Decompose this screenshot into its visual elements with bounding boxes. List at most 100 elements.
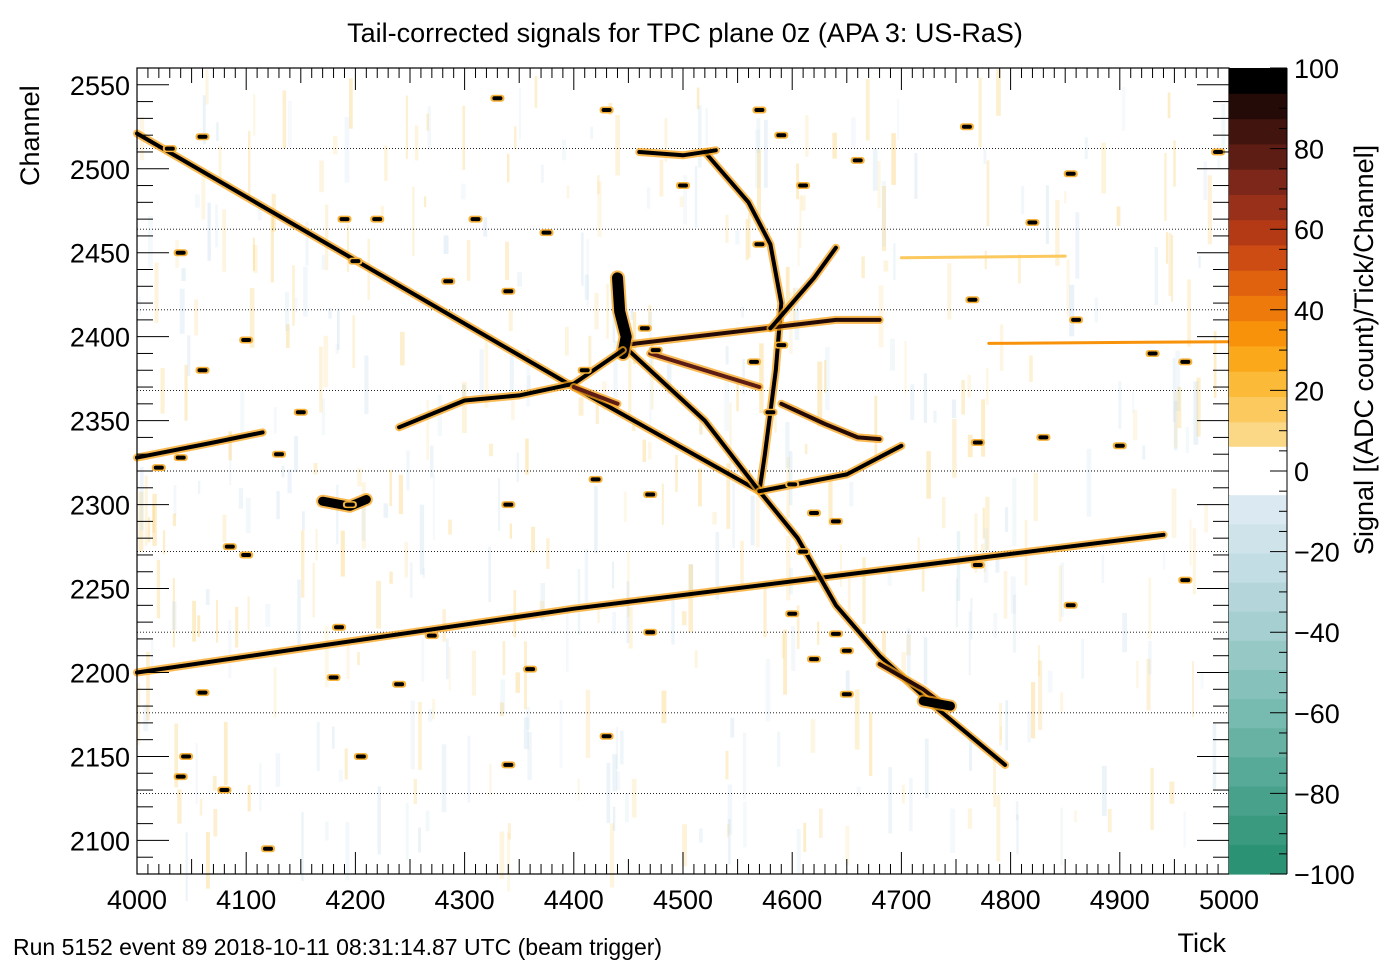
noise-streak <box>615 727 619 770</box>
noise-streak <box>825 347 830 411</box>
y-tick-label: 2100 <box>70 826 130 856</box>
noise-streak <box>799 195 802 249</box>
noise-streak <box>1185 426 1189 454</box>
signal-blob <box>344 502 355 507</box>
color-bar-tick-label: 80 <box>1294 135 1324 165</box>
signal-blob <box>601 734 612 739</box>
noise-streak <box>1058 565 1062 622</box>
noise-streak <box>1074 810 1077 823</box>
noise-streak <box>197 615 201 637</box>
noise-streak <box>202 95 206 145</box>
noise-streak <box>499 831 505 879</box>
y-tick-label: 2250 <box>70 575 130 605</box>
signal-blob <box>197 368 208 373</box>
noise-streak <box>1132 391 1135 414</box>
y-axis-label: Channel <box>15 85 45 186</box>
signal-blob <box>355 754 366 759</box>
noise-streak <box>413 778 417 805</box>
noise-streak <box>664 118 668 162</box>
faint-track-layer <box>899 254 1231 345</box>
noise-streak <box>597 181 602 237</box>
noise-streak <box>216 122 219 141</box>
y-tick-label: 2450 <box>70 239 130 269</box>
noise-streak <box>817 361 823 427</box>
signal-blob <box>175 774 186 779</box>
noise-streak <box>590 126 593 140</box>
noise-streak <box>179 288 185 334</box>
signal-blob <box>164 146 175 151</box>
noise-streak <box>914 153 918 199</box>
noise-streak <box>597 175 600 195</box>
noise-streak <box>1193 381 1199 445</box>
noise-streak <box>803 822 807 852</box>
noise-streak <box>796 829 801 873</box>
noise-streak <box>229 433 232 485</box>
noise-streak <box>247 785 251 812</box>
noise-streak <box>364 355 369 415</box>
noise-streak <box>1150 767 1154 830</box>
plot-area[interactable]: 4000 4100 4200 4300 4400 4500 4600 4700 4800 4900… <box>70 67 1259 915</box>
color-bar-cell <box>1229 68 1287 94</box>
noise-streak <box>222 209 227 272</box>
signal-blob <box>678 183 688 188</box>
noise-streak <box>759 343 764 414</box>
noise-streak <box>909 778 913 832</box>
x-tick-label: 5000 <box>1199 885 1259 915</box>
noise-streak <box>259 762 262 811</box>
noise-streak <box>187 335 191 376</box>
signal-blob <box>219 788 230 792</box>
signal-blob <box>754 108 765 112</box>
noise-streak <box>887 569 892 586</box>
noise-streak <box>516 452 519 483</box>
noise-streak <box>1107 809 1112 833</box>
noise-streak <box>735 230 740 245</box>
x-tick-label: 4600 <box>762 885 822 915</box>
noise-streak <box>150 638 154 667</box>
noise-streak <box>609 823 615 888</box>
noise-streak <box>508 309 513 332</box>
signal-blob <box>1114 443 1125 448</box>
noise-streak <box>1045 185 1049 245</box>
noise-streak <box>1012 477 1017 546</box>
signal-blob <box>175 250 186 255</box>
noise-streak <box>862 557 866 625</box>
noise-streak <box>743 801 747 848</box>
signal-blob <box>841 648 852 653</box>
noise-streak <box>315 529 318 561</box>
color-bar-cell <box>1229 728 1287 758</box>
color-bar-cell <box>1229 582 1287 613</box>
noise-streak <box>612 561 615 589</box>
noise-streak <box>265 604 271 627</box>
noise-streak <box>1213 331 1217 398</box>
noise-streak <box>177 789 182 824</box>
noise-streak <box>426 400 430 461</box>
noise-streak <box>1146 658 1151 711</box>
noise-streak <box>462 381 467 433</box>
noise-streak <box>675 455 678 492</box>
signal-blob <box>350 259 361 264</box>
noise-streak <box>517 272 522 287</box>
noise-streak <box>1136 660 1139 689</box>
noise-streak <box>882 186 886 252</box>
noise-streak <box>584 274 589 300</box>
noise-streak <box>620 730 624 765</box>
noise-streak <box>1037 645 1041 677</box>
noise-streak <box>377 786 381 855</box>
noise-streak <box>999 702 1002 746</box>
signal-blob <box>541 230 552 235</box>
noise-streak <box>1173 140 1176 187</box>
signal-blob <box>749 359 759 364</box>
noise-streak <box>649 360 652 427</box>
noise-streak <box>893 243 896 281</box>
y-tick-label: 2550 <box>70 71 130 101</box>
signal-blob <box>776 133 787 138</box>
noise-streak <box>785 422 790 468</box>
color-bar-cell <box>1229 371 1287 397</box>
noise-streak <box>1148 577 1152 640</box>
noise-streak <box>612 806 616 831</box>
noise-streak <box>1148 640 1152 675</box>
noise-streak <box>410 700 415 770</box>
noise-streak <box>509 351 514 400</box>
noise-streak <box>281 465 285 478</box>
noise-streak <box>756 118 761 154</box>
